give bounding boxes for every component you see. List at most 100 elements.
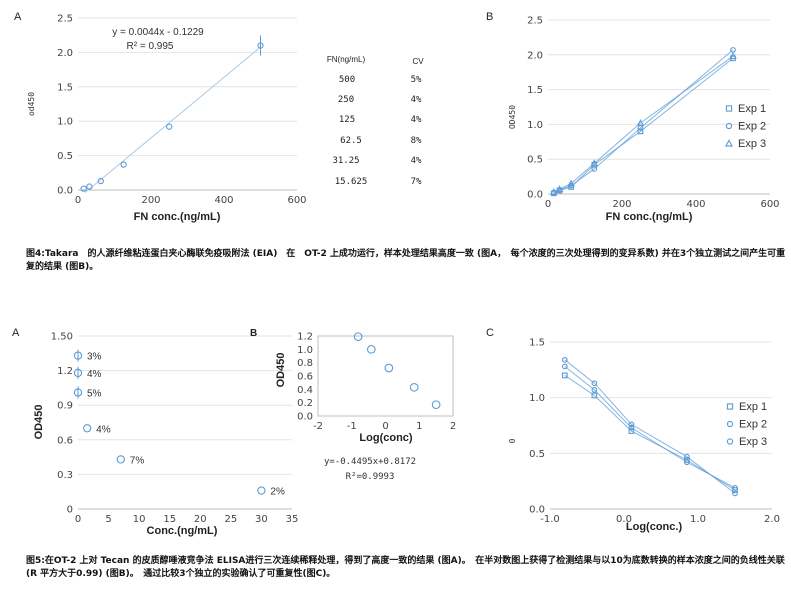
- series-point: [729, 52, 737, 60]
- data-point: [120, 161, 127, 168]
- x-tick-label: 0.0: [616, 514, 632, 525]
- data-point: [166, 123, 173, 130]
- x-tick-label: 0: [382, 421, 388, 432]
- cv-table: FN(ng/mL) CV 500 5% 250 4% 125 4% 62.5 8% 31.25 4…: [327, 55, 424, 187]
- series-point: [591, 166, 598, 172]
- y-tick-label: 0.0: [529, 505, 545, 516]
- circle-legend-marker-icon: [726, 420, 734, 428]
- cv-row-value: 8%: [411, 136, 422, 146]
- fig5c-y-axis-label: 0: [508, 438, 517, 443]
- x-tick-label: 5: [105, 514, 111, 525]
- series-line: [553, 49, 734, 194]
- cv-label: 7%: [130, 455, 145, 466]
- data-point: [384, 363, 394, 373]
- data-point: [257, 42, 264, 49]
- series-point: [561, 356, 568, 363]
- series-point: [567, 179, 575, 187]
- fig4b-x-axis-label: FN conc.(ng/mL): [606, 211, 693, 223]
- series-point: [637, 128, 644, 135]
- cv-header-fn: FN(ng/mL): [327, 55, 366, 64]
- triangle-legend-marker-icon: [724, 139, 734, 147]
- fig5b-r2: R²=0.9993: [346, 472, 395, 482]
- series-point: [628, 424, 635, 431]
- y-tick-label: 0.5: [57, 151, 73, 162]
- y-tick-label: 0.0: [297, 412, 313, 423]
- data-point: [116, 455, 125, 464]
- y-tick-label: 2.0: [57, 48, 73, 59]
- fig4a-chart: A od450 FN conc.(ng/mL) y = 0.0044x - 0.…: [14, 11, 307, 223]
- series-point: [550, 187, 558, 195]
- cv-label: 4%: [87, 369, 102, 380]
- figure5-caption: 图5:在OT-2 上对 Tecan 的皮质醇唾液竞争法 ELISA进行三次连续稀…: [26, 556, 785, 579]
- y-tick-label: 2.5: [57, 14, 73, 25]
- fig5a-y-axis-label: OD450: [33, 405, 45, 440]
- legend-entry: Exp 2: [739, 419, 767, 431]
- data-point: [409, 382, 419, 392]
- series-line: [564, 359, 736, 494]
- data-point: [366, 344, 376, 354]
- cv-row-value: 4%: [411, 115, 422, 125]
- fig5b-panel-label: B: [250, 328, 257, 339]
- x-tick-label: 200: [141, 195, 160, 206]
- fig5b-equation: y=-0.4495x+0.8172: [324, 457, 416, 467]
- y-tick-label: 2.5: [527, 16, 543, 27]
- fig5a-panel-label: A: [12, 327, 20, 339]
- y-tick-label: 1.0: [527, 120, 543, 131]
- x-tick-label: -1.0: [540, 514, 560, 525]
- y-tick-label: 0.0: [57, 186, 73, 197]
- fig4a-panel-label: A: [14, 11, 22, 23]
- x-tick-label: 0: [75, 195, 81, 206]
- fig5b-chart: B OD450 Log(conc) y=-0.4495x+0.8172 R²=0…: [250, 328, 456, 482]
- y-tick-label: 0.0: [527, 190, 543, 201]
- cv-row-conc: 15.625: [335, 177, 368, 187]
- x-tick-label: 1: [416, 421, 422, 432]
- y-tick-label: 1.5: [57, 82, 73, 93]
- fig4a-equation: y = 0.0044x - 0.1229: [112, 27, 204, 38]
- circle-legend-marker-icon: [726, 438, 734, 445]
- cv-row-conc: 500: [339, 75, 355, 85]
- fig4a-y-axis-label: od450: [27, 92, 36, 116]
- y-tick-label: 1.2: [297, 332, 313, 343]
- fig5c-panel-label: C: [486, 327, 494, 339]
- fig4a-r2: R² = 0.995: [127, 41, 174, 52]
- cv-label: 4%: [96, 424, 111, 435]
- x-tick-label: 0: [75, 514, 81, 525]
- legend-entry: Exp 3: [739, 436, 767, 448]
- plot-border: [317, 335, 454, 417]
- y-tick-label: 1.50: [51, 332, 73, 343]
- cv-row-value: 5%: [411, 75, 422, 85]
- y-tick-label: 1.5: [529, 338, 545, 349]
- x-tick-label: -2: [313, 421, 323, 432]
- series-point: [561, 372, 568, 379]
- data-point: [73, 388, 83, 397]
- y-tick-label: 0.6: [57, 435, 73, 446]
- x-tick-label: 2: [450, 421, 456, 432]
- cv-row-value: 7%: [411, 177, 422, 187]
- legend-entry: Exp 2: [738, 121, 766, 133]
- x-tick-label: 35: [286, 514, 299, 525]
- cv-label: 5%: [87, 389, 102, 400]
- series-point: [730, 47, 736, 53]
- x-tick-label: 30: [255, 514, 268, 525]
- data-point: [80, 185, 87, 192]
- y-tick-label: 0.6: [297, 372, 313, 383]
- x-tick-label: 600: [760, 199, 779, 210]
- cv-row-conc: 125: [339, 115, 355, 125]
- fig4a-x-axis-label: FN conc.(ng/mL): [134, 211, 221, 223]
- x-tick-label: 15: [163, 514, 176, 525]
- square-legend-marker-icon: [725, 105, 733, 112]
- series-point: [684, 459, 690, 466]
- data-point: [431, 400, 441, 410]
- y-tick-label: 2.0: [527, 50, 543, 61]
- fig4b-y-axis-label: OD450: [508, 105, 517, 129]
- data-point: [86, 183, 93, 190]
- cv-row-value: 4%: [411, 95, 422, 105]
- cv-row-conc: 250: [338, 95, 354, 105]
- y-tick-label: 0.8: [297, 358, 313, 369]
- x-tick-label: 1.0: [690, 514, 706, 525]
- cv-label: 3%: [87, 352, 102, 363]
- y-tick-label: 0.2: [297, 398, 313, 409]
- cv-label: 2%: [270, 487, 285, 498]
- fig5b-y-axis-label: OD450: [275, 353, 287, 388]
